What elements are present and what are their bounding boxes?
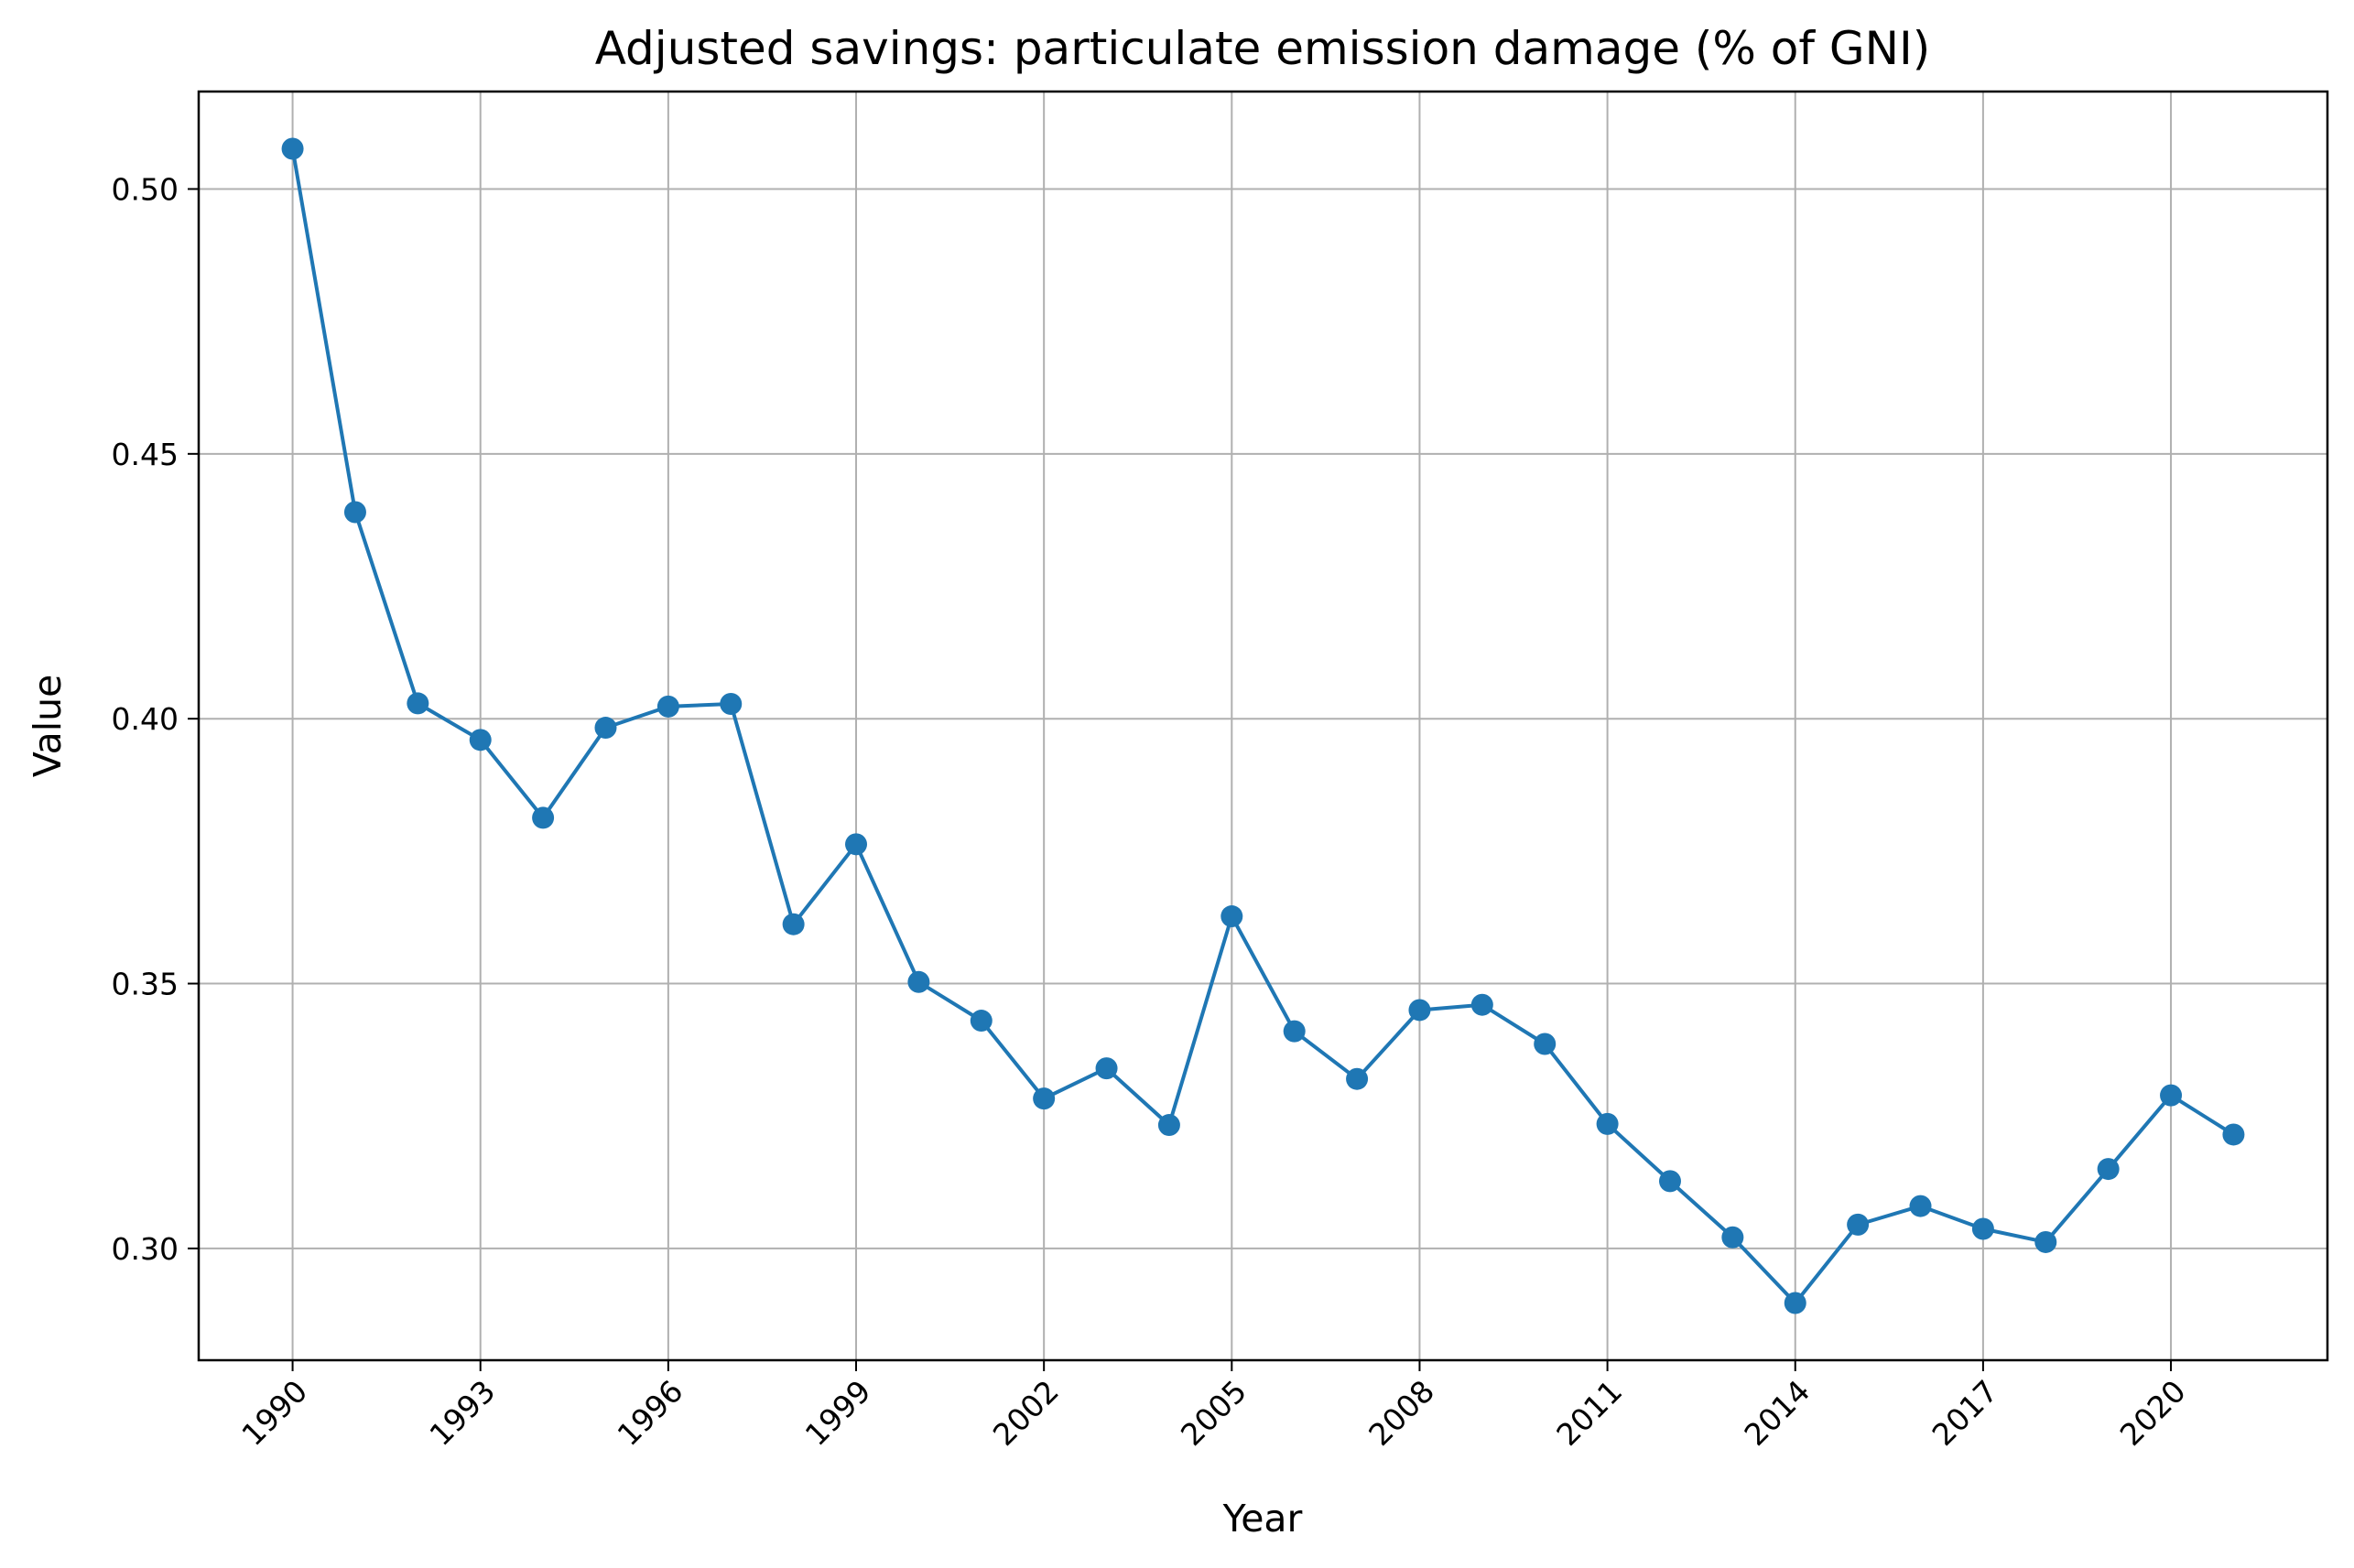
data-point-2017	[1971, 1217, 1994, 1240]
y-axis-ticks: 0.30 0.35 0.40 0.45 0.50	[112, 171, 199, 1267]
data-point-2018	[2034, 1230, 2057, 1253]
data-point-2003	[1095, 1057, 1118, 1080]
data-point-2004	[1157, 1114, 1180, 1137]
data-point-1996	[656, 695, 679, 718]
plot-area-frame	[197, 90, 2329, 1362]
y-tick-label: 0.40	[112, 701, 179, 737]
data-point-1992	[407, 692, 429, 715]
data-point-2011	[1596, 1112, 1619, 1135]
data-point-2000	[907, 970, 930, 993]
data-point-2015	[1847, 1213, 1870, 1236]
chart-title: Adjusted savings: particulate emission d…	[595, 22, 1931, 75]
x-axis-label: Year	[1222, 1497, 1303, 1541]
data-point-1995	[594, 717, 617, 740]
data-point-2021	[2222, 1123, 2245, 1146]
data-point-2008	[1408, 999, 1431, 1022]
data-point-2014	[1784, 1292, 1806, 1314]
data-point-1994	[532, 806, 555, 829]
data-point-2019	[2097, 1158, 2120, 1181]
data-point-2001	[970, 1010, 993, 1033]
y-tick-label: 0.35	[112, 967, 179, 1002]
y-axis-label: Value	[26, 675, 70, 778]
data-point-2013	[1721, 1226, 1744, 1249]
y-tick-label: 0.30	[112, 1231, 179, 1267]
data-point-2007	[1346, 1067, 1369, 1090]
data-point-2012	[1658, 1170, 1681, 1193]
data-point-1998	[782, 913, 805, 935]
data-point-2006	[1283, 1020, 1306, 1043]
grid	[199, 92, 2327, 1360]
data-point-1990	[281, 137, 304, 160]
data-point-2016	[1909, 1195, 1932, 1217]
y-tick-label: 0.45	[112, 437, 179, 472]
data-point-2005	[1220, 905, 1243, 928]
data-point-1997	[720, 692, 743, 715]
data-point-1993	[469, 729, 492, 752]
data-point-1999	[845, 833, 868, 856]
data-point-1991	[343, 501, 366, 524]
y-tick-label: 0.50	[112, 171, 179, 207]
data-point-2010	[1534, 1033, 1557, 1055]
series	[281, 137, 2245, 1314]
data-point-2009	[1470, 993, 1493, 1016]
data-point-2020	[2160, 1084, 2183, 1107]
data-point-2002	[1033, 1087, 1056, 1110]
